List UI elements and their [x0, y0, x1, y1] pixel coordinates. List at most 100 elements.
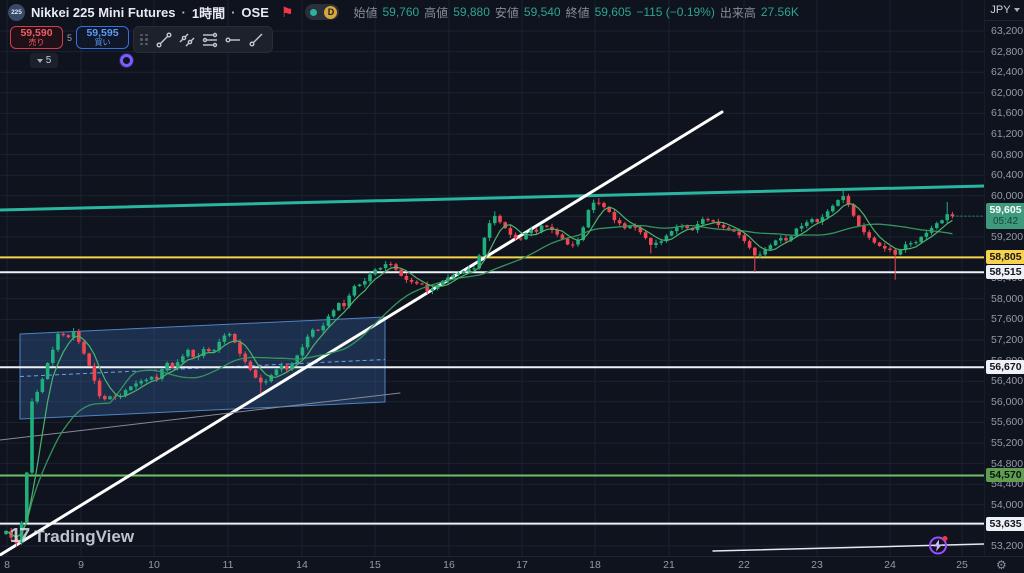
candle-body — [269, 375, 273, 382]
parallel-lines-tool-icon[interactable] — [198, 29, 221, 51]
candle-body — [108, 396, 112, 400]
candle-body — [201, 348, 206, 357]
candle-body — [633, 226, 637, 228]
candle-body — [721, 224, 726, 228]
candle-body — [363, 281, 367, 285]
candle-body — [799, 226, 804, 229]
candle-body — [347, 295, 351, 307]
candle-body — [425, 284, 429, 291]
candle-body — [872, 237, 877, 243]
candle-body — [342, 303, 346, 307]
bottom-right-white-trendline — [712, 543, 984, 552]
candle-body — [753, 247, 757, 256]
sell-price: 59,590 — [20, 26, 53, 39]
candle-body — [779, 238, 783, 241]
candle-body — [888, 248, 892, 250]
candle-body — [170, 362, 175, 368]
chevron-down-icon — [1013, 8, 1020, 12]
flag-icon[interactable]: ⚑ — [280, 4, 294, 20]
price-tick-label: 61,200 — [991, 128, 1024, 140]
low-value: 59,540 — [523, 5, 561, 19]
candle-body — [763, 249, 767, 255]
candle-body — [643, 232, 648, 238]
time-tick-label: 14 — [296, 559, 308, 571]
price-tick-label: 62,800 — [991, 45, 1024, 58]
symbol-title[interactable]: Nikkei 225 Mini Futures — [31, 4, 176, 20]
drag-handle-icon[interactable] — [140, 33, 148, 46]
close-label: 終値 — [565, 5, 590, 20]
price-tick-label: 53,200 — [991, 540, 1024, 552]
candle-body — [311, 329, 315, 337]
time-axis[interactable]: ⚙ 8 9 10 11 14 15 16 17 18 21 22 23 24 25 — [0, 556, 1024, 573]
price-tick-label: 56,000 — [991, 395, 1024, 408]
price-tick-label: 57,600 — [991, 313, 1024, 326]
horizontal-ray-tool-icon[interactable] — [222, 29, 245, 51]
candle-body — [71, 331, 76, 338]
candle-body — [747, 241, 752, 248]
candle-body — [508, 228, 513, 235]
candle-body — [789, 236, 793, 241]
gear-icon[interactable]: ⚙ — [996, 558, 1007, 572]
price-level-badge: 54,570 — [986, 468, 1024, 483]
separator: · — [231, 4, 236, 20]
indicator-toggle[interactable]: D — [305, 4, 340, 20]
price-tick-label: 63,200 — [991, 25, 1024, 37]
candle-body — [664, 235, 669, 242]
time-tick-label: 23 — [811, 559, 823, 571]
time-tick-label: 11 — [222, 559, 234, 571]
sell-button[interactable]: 59,590 売り — [10, 26, 63, 49]
candle-body — [123, 390, 128, 396]
candle-body — [259, 377, 263, 383]
currency-selector[interactable]: JPY — [985, 0, 1024, 21]
candle-body — [576, 239, 580, 245]
d-badge-icon: D — [324, 5, 338, 19]
candle-body — [867, 232, 871, 238]
price-level-badge: 56,670 — [986, 360, 1024, 375]
buy-price: 59,595 — [86, 26, 119, 39]
candle-body — [14, 537, 19, 544]
candle-body — [950, 214, 955, 217]
trend-line-tool-icon[interactable] — [152, 29, 175, 51]
exchange-label[interactable]: OSE — [241, 4, 269, 20]
candle-body — [186, 349, 190, 357]
candle-body — [467, 268, 471, 272]
price-tick-label: 54,800 — [991, 457, 1024, 470]
candle-body — [56, 333, 60, 350]
price-chart[interactable] — [0, 0, 984, 556]
interval-label[interactable]: 1時間 — [191, 5, 226, 21]
candle-body — [149, 376, 154, 380]
candle-body — [513, 234, 518, 239]
candle-body — [914, 242, 918, 244]
candle-body — [399, 269, 403, 276]
ray-tool-icon[interactable] — [245, 29, 268, 51]
open-value: 59,760 — [382, 5, 420, 19]
quantity-dropdown[interactable]: 5 — [30, 53, 58, 68]
candle-body — [285, 365, 289, 370]
candle-body — [264, 381, 268, 383]
replay-icon[interactable] — [120, 54, 133, 67]
price-tick-label: 56,400 — [991, 375, 1024, 388]
candle-body — [461, 271, 466, 274]
candle-body — [659, 241, 663, 243]
price-axis[interactable]: JPY 53,20053,60054,00054,40054,80055,200… — [984, 0, 1024, 556]
separator: · — [181, 4, 186, 20]
candle-body — [862, 225, 866, 233]
candle-body — [482, 237, 487, 256]
candle-body — [773, 240, 778, 246]
parallel-channel-tool-icon[interactable] — [175, 29, 198, 51]
candle-body — [805, 222, 809, 227]
minor-gray-trendline — [0, 392, 401, 441]
time-tick-label: 22 — [738, 559, 750, 571]
candle-body — [534, 229, 539, 232]
candle-body — [181, 356, 185, 363]
candle-body — [92, 365, 97, 381]
symbol-logo-icon[interactable]: 225 — [8, 3, 25, 21]
candle-body — [155, 376, 159, 379]
candle-body — [456, 273, 461, 275]
buy-button[interactable]: 59,595 買い — [76, 26, 130, 49]
time-tick-label: 25 — [956, 559, 968, 571]
candle-body — [638, 227, 643, 233]
teal-dot-icon — [310, 8, 318, 16]
candle-body — [45, 362, 50, 380]
candle-body — [139, 381, 143, 384]
